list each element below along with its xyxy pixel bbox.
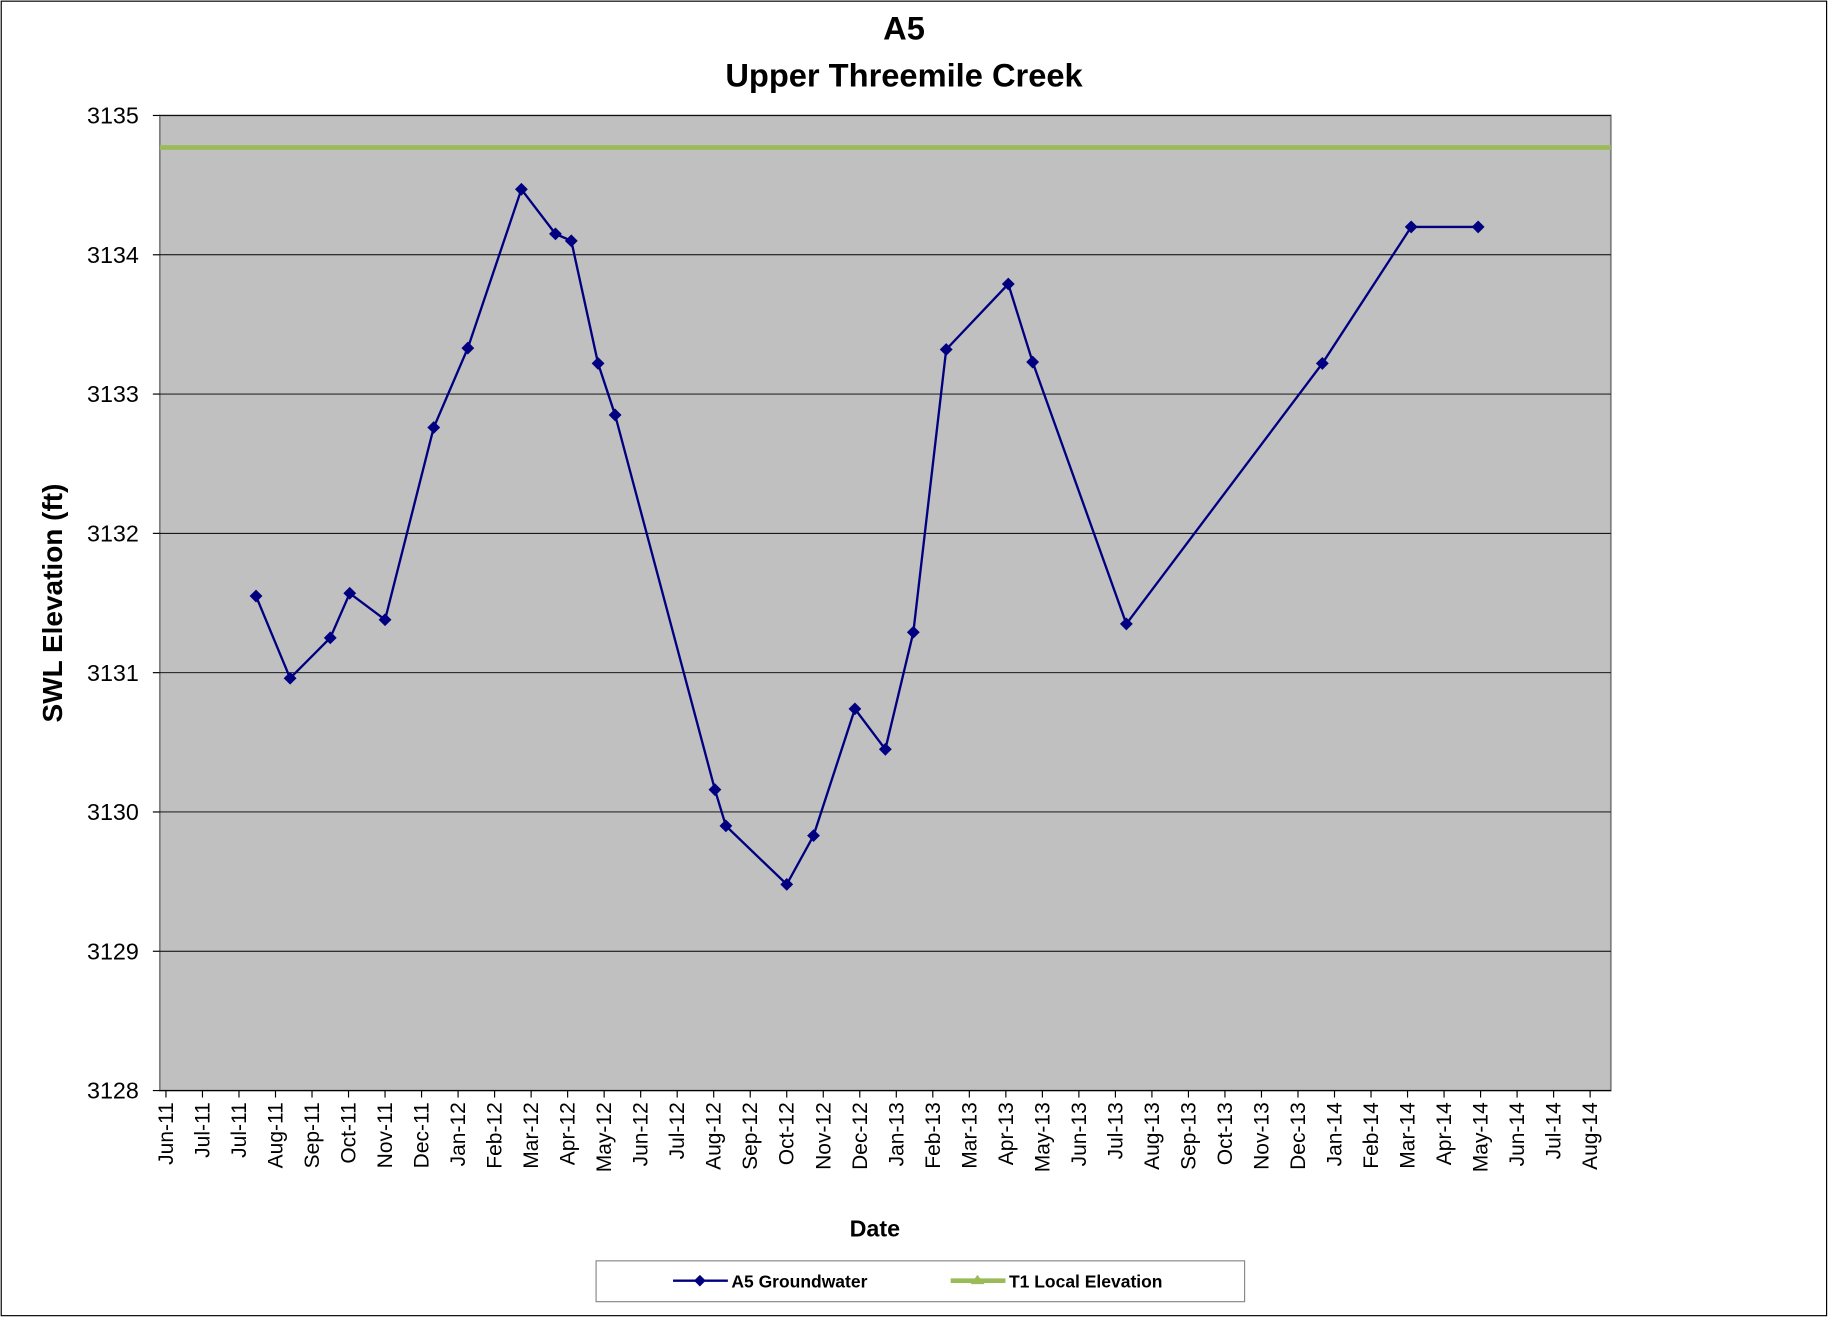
x-tick-label: Jul-11 — [191, 1102, 214, 1158]
x-tick-label: Aug-12 — [703, 1102, 726, 1170]
x-tick-label: Jun-13 — [1068, 1102, 1091, 1166]
data-point — [1404, 220, 1418, 234]
x-tick-label: Jan-13 — [885, 1102, 908, 1166]
data-point — [427, 421, 441, 434]
legend-label: A5 Groundwater — [731, 1272, 867, 1292]
data-point — [461, 341, 475, 355]
x-tick-label: Feb-12 — [484, 1102, 507, 1169]
x-tick-label: Dec-11 — [411, 1102, 434, 1168]
x-tick-label: Oct-12 — [776, 1102, 799, 1165]
data-point — [514, 182, 528, 196]
data-point — [564, 234, 578, 248]
data-point — [939, 343, 953, 356]
x-tick-label: Dec-13 — [1287, 1102, 1310, 1170]
x-tick-label: Jun-14 — [1506, 1102, 1529, 1166]
y-tick-label: 3135 — [87, 103, 139, 129]
legend-marker — [970, 1274, 985, 1285]
data-point — [1026, 355, 1040, 369]
x-tick-label: Nov-13 — [1250, 1102, 1273, 1170]
x-tick-label: Nov-11 — [374, 1102, 397, 1168]
x-tick-label: Mar-14 — [1397, 1102, 1420, 1169]
x-tick-label: Dec-12 — [849, 1102, 872, 1170]
data-point — [1315, 357, 1329, 370]
x-tick-label: Jun-12 — [630, 1102, 653, 1166]
data-point — [906, 625, 920, 639]
x-tick-label: May-12 — [593, 1102, 616, 1172]
chart-subtitle: Upper Threemile Creek — [725, 56, 1083, 93]
data-point — [780, 877, 794, 891]
series-line — [254, 186, 1479, 887]
x-tick-label: Jan-12 — [447, 1102, 470, 1166]
data-point — [1001, 277, 1015, 291]
legend-label: T1 Local Elevation — [1009, 1272, 1163, 1292]
x-tick-label: Jul-12 — [666, 1102, 689, 1159]
x-tick-label: Aug-13 — [1141, 1102, 1164, 1170]
y-tick-label: 3134 — [87, 242, 139, 268]
x-tick-label: Jul-13 — [1104, 1102, 1127, 1159]
x-tick-label: Sep-12 — [739, 1102, 762, 1170]
data-point — [283, 671, 297, 685]
data-point — [719, 819, 733, 833]
x-tick-label: May-14 — [1470, 1102, 1493, 1172]
y-tick-label: 3131 — [87, 660, 139, 686]
data-point — [343, 586, 357, 600]
x-tick-label: Aug-14 — [1579, 1102, 1602, 1170]
y-tick-label: 3129 — [87, 938, 139, 964]
x-tick-label: Mar-13 — [958, 1102, 981, 1168]
data-point — [1471, 220, 1485, 234]
data-point — [848, 702, 862, 716]
legend-marker — [694, 1274, 706, 1287]
x-tick-label: Sep-11 — [301, 1102, 324, 1168]
x-tick-label: Apr-13 — [995, 1102, 1018, 1165]
y-tick-label: 3132 — [87, 521, 139, 547]
x-tick-label: Nov-12 — [812, 1102, 835, 1170]
x-tick-label: Jan-14 — [1324, 1102, 1347, 1166]
x-tick-label: Oct-13 — [1214, 1102, 1237, 1165]
data-point — [591, 357, 605, 370]
y-axis-label: SWL Elevation (ft) — [37, 484, 68, 723]
data-point — [708, 783, 722, 797]
data-point — [323, 631, 337, 645]
data-point — [608, 408, 622, 422]
x-tick-label: Apr-14 — [1433, 1102, 1456, 1165]
x-tick-label: Sep-13 — [1177, 1102, 1200, 1170]
y-tick-label: 3133 — [87, 381, 139, 407]
x-axis-label: Date — [850, 1215, 901, 1241]
x-tick-label: Oct-11 — [338, 1102, 361, 1163]
chart-title: A5 — [883, 10, 925, 47]
x-tick-label: Jul-14 — [1543, 1102, 1566, 1159]
plot-area — [158, 114, 1612, 1092]
data-point — [378, 613, 392, 627]
x-tick-label: Mar-12 — [520, 1102, 543, 1168]
data-point — [549, 227, 562, 241]
x-tick-label: Jul-11 — [228, 1102, 251, 1158]
data-point — [1119, 617, 1133, 631]
x-tick-label: May-13 — [1031, 1102, 1054, 1172]
x-tick-label: Jun-11 — [155, 1102, 178, 1165]
x-tick-label: Feb-13 — [922, 1102, 945, 1169]
data-point — [807, 829, 820, 843]
y-tick-label: 3128 — [87, 1078, 139, 1104]
x-tick-label: Aug-11 — [264, 1102, 287, 1168]
y-tick-label: 3130 — [87, 799, 139, 825]
x-tick-label: Feb-14 — [1360, 1102, 1383, 1169]
data-point — [878, 742, 892, 756]
x-tick-label: Apr-12 — [557, 1102, 580, 1165]
